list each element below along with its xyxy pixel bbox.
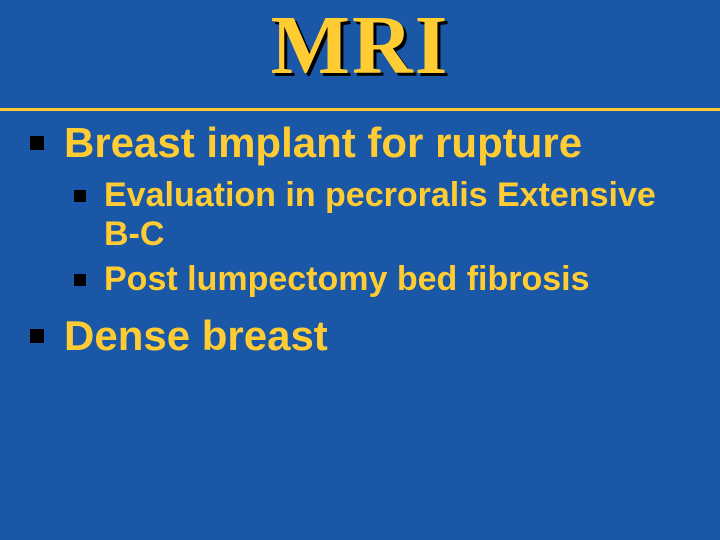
- bullet-icon: [30, 329, 44, 343]
- body: Breast implant for rupture Evaluation in…: [30, 120, 690, 366]
- list-item: Breast implant for rupture: [30, 120, 690, 166]
- item-text: Dense breast: [64, 313, 328, 359]
- list-item: Dense breast: [30, 313, 690, 359]
- list-item: Post lumpectomy bed fibrosis: [74, 260, 690, 299]
- item-text: Breast implant for rupture: [64, 120, 582, 166]
- item-text: Evaluation in pecroralis Extensive B-C: [104, 176, 690, 254]
- list-item: Evaluation in pecroralis Extensive B-C: [74, 176, 690, 254]
- title-text: MRI: [271, 0, 450, 92]
- bullet-icon: [74, 274, 86, 286]
- item-text: Post lumpectomy bed fibrosis: [104, 260, 590, 299]
- bullet-icon: [74, 190, 86, 202]
- title-underline: [0, 108, 720, 111]
- slide: MRI MRI Breast implant for rupture Evalu…: [0, 0, 720, 540]
- slide-title: MRI MRI: [0, 4, 720, 88]
- bullet-icon: [30, 136, 44, 150]
